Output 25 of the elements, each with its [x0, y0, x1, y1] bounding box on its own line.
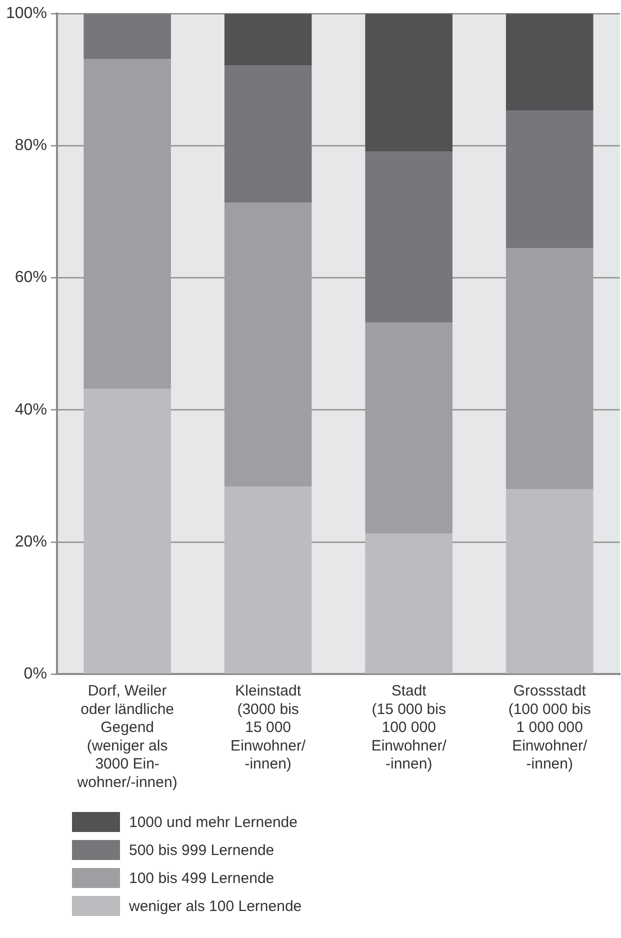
y-tick-label: 40% [14, 401, 47, 418]
y-tick-label: 20% [14, 533, 47, 550]
bar [365, 533, 452, 674]
bar [506, 110, 594, 248]
bar [506, 489, 594, 674]
legend-label: 500 bis 999 Lernende [129, 842, 274, 858]
bar [84, 388, 171, 674]
bar [224, 66, 312, 203]
bar [224, 14, 312, 66]
y-tick-label: 80% [14, 137, 47, 154]
x-tick-label: Dorf, Weiler oder ländliche Gegend (weniger als 3000 Ein- wohner/-innen) [76, 682, 178, 791]
bar [506, 14, 594, 111]
y-tick-label: 100% [6, 5, 47, 22]
y-tick-label: 0% [24, 666, 47, 683]
legend-label: weniger als 100 Lernende [129, 898, 302, 914]
legend-label: 1000 und mehr Lernende [129, 814, 298, 830]
bar [365, 14, 452, 152]
x-tick-label: Kleinstadt (3000 bis 15 000 Einwohner/ -innen) [230, 682, 306, 773]
y-tick-label: 60% [14, 269, 47, 286]
legend-label: 100 bis 499 Lernende [129, 870, 274, 886]
bar [84, 14, 171, 60]
x-tick-label: Stadt (15 000 bis 100 000 Einwohner/ -innen) [371, 682, 448, 773]
bar [224, 486, 312, 674]
bar [365, 152, 452, 323]
x-tick-label: Grossstadt (100 000 bis 1 000 000 Einwohner/ -innen) [508, 682, 591, 773]
